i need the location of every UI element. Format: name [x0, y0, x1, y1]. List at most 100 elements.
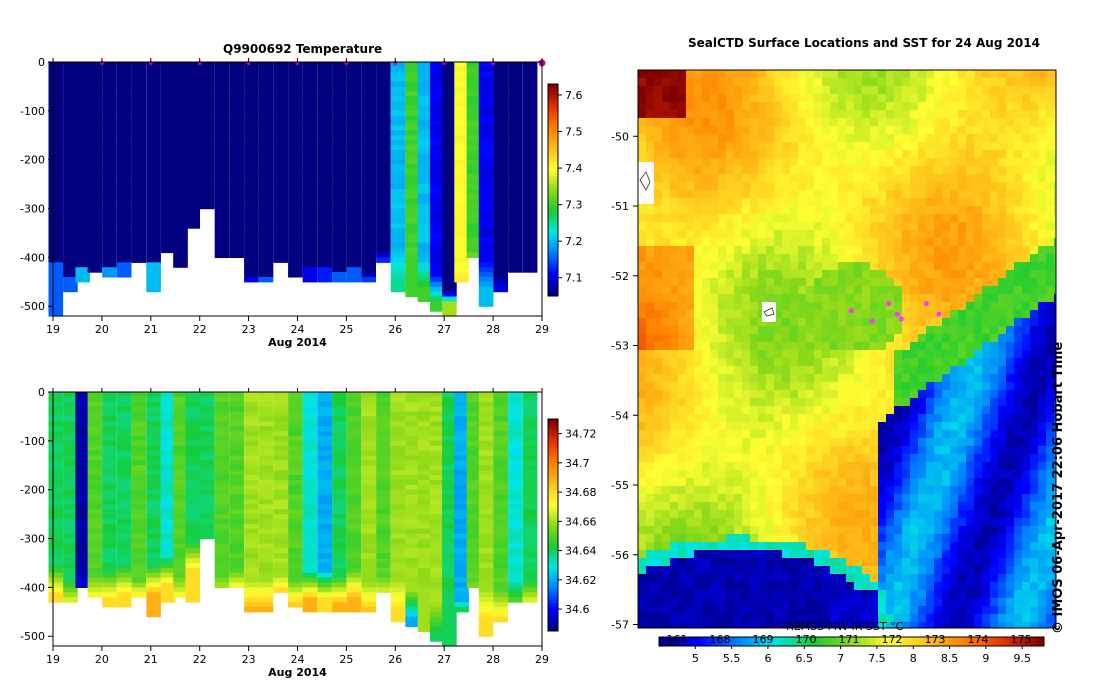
colorbar-segment [548, 250, 558, 255]
x-tick-label: 29 [535, 653, 549, 666]
colorbar-segment [548, 204, 558, 209]
colorbar-tick-label: 7.4 [565, 162, 583, 175]
colorbar-segment [755, 637, 761, 646]
colorbar-segment [548, 482, 558, 487]
colorbar-segment [813, 637, 819, 646]
x-tick-label: 28 [486, 653, 500, 666]
data-column [214, 62, 230, 258]
colorbar-segment [548, 182, 558, 187]
colorbar-segment [899, 637, 905, 646]
colorbar-segment [697, 637, 703, 646]
colorbar-segment [548, 228, 558, 233]
colorbar-segment [692, 637, 698, 646]
colorbar-tick-label: 7.3 [565, 199, 583, 212]
colorbar-segment [548, 616, 558, 621]
colorbar-segment [548, 532, 558, 537]
colorbar-segment [923, 637, 929, 646]
colorbar-segment [548, 260, 558, 265]
colorbar-segment [548, 457, 558, 462]
colorbar-segment [548, 585, 558, 590]
colorbar-tick-label: 34.6 [565, 603, 590, 616]
data-column [102, 392, 117, 608]
colorbar-minor-label: 173 [925, 633, 946, 646]
data-column [522, 62, 538, 273]
colorbar-minor-label: 161 [667, 633, 688, 646]
sst-map: -50 -51 -52 -53 -54 -55 -56 -57 [611, 69, 1057, 632]
colorbar-segment [548, 137, 558, 141]
colorbar-segment [687, 637, 694, 646]
colorbar-segment [548, 186, 558, 191]
colorbar-segment [548, 281, 558, 286]
colorbar-segment [986, 637, 992, 646]
colorbar-segment [947, 637, 954, 646]
data-column [478, 62, 494, 307]
colorbar-segment [548, 556, 558, 561]
colorbar-segment [817, 637, 824, 646]
colorbar-segment [548, 190, 558, 194]
colorbar-segment [548, 101, 558, 106]
y-tick-label: -300 [20, 533, 45, 546]
lat-tick-label: -54 [611, 409, 629, 422]
data-column [146, 62, 161, 293]
x-tick-label: 27 [437, 323, 451, 336]
y-tick-label: -100 [20, 435, 45, 448]
colorbar-segment [663, 637, 670, 646]
colorbar-tick-label: 7.5 [565, 126, 583, 139]
x-tick-label: 19 [46, 653, 60, 666]
colorbar-segment [837, 637, 843, 646]
colorbar-segment [548, 274, 558, 279]
colorbar-segment [548, 225, 558, 230]
data-column [493, 392, 508, 623]
lat-tick-label: -55 [611, 479, 629, 492]
data-column [442, 62, 457, 317]
colorbar-segment [1024, 637, 1031, 646]
colorbar-segment [548, 98, 558, 103]
colorbar-segment [548, 475, 558, 480]
temperature-colorbar: 7.1 7.2 7.3 7.4 7.5 7.6 [547, 83, 583, 297]
colorbar-segment [548, 285, 558, 290]
colorbar-segment [548, 553, 558, 558]
colorbar-segment [808, 637, 814, 646]
data-column [75, 62, 90, 283]
data-column [466, 392, 482, 588]
data-column [317, 392, 332, 613]
colorbar-segment [1019, 637, 1026, 646]
seal-position-marker [848, 308, 854, 314]
x-tick-label: 29 [535, 323, 549, 336]
seal-position-marker [923, 301, 929, 307]
colorbar-segment [673, 637, 679, 646]
x-tick-label: 25 [339, 323, 353, 336]
data-column [102, 62, 117, 278]
colorbar-tick-label: 34.68 [565, 486, 597, 499]
colorbar-segment [548, 525, 558, 529]
lat-tick-label: -51 [611, 200, 629, 213]
colorbar-segment [548, 200, 558, 205]
data-column [146, 392, 161, 618]
colorbar-segment [870, 637, 877, 646]
colorbar-segment [774, 637, 780, 646]
data-column [361, 392, 376, 613]
colorbar-segment [1000, 637, 1006, 646]
colorbar-segment [750, 637, 756, 646]
colorbar-segment [880, 637, 886, 646]
colorbar-segment [726, 637, 732, 646]
colorbar-tick-label: 6.5 [796, 652, 814, 665]
salinity-colorbar: 34.6 34.62 34.64 34.66 34.68 34.7 34.72 [547, 418, 597, 632]
colorbar-segment [548, 87, 558, 92]
colorbar-segment [841, 637, 848, 646]
colorbar-minor-label: 171 [839, 633, 860, 646]
colorbar-segment [548, 158, 558, 163]
colorbar-segment [1015, 637, 1021, 646]
colorbar-segment [548, 267, 558, 272]
colorbar-tick-label: 34.66 [565, 515, 597, 528]
y-tick-label: -500 [20, 300, 45, 313]
colorbar-segment [548, 151, 558, 156]
data-column [244, 392, 259, 613]
x-tick-label: 26 [388, 653, 402, 666]
colorbar-tick-label: 34.7 [565, 457, 590, 470]
colorbar-frame [547, 418, 559, 632]
data-column [508, 62, 523, 273]
colorbar-segment [548, 517, 558, 522]
colorbar-segment [548, 574, 558, 579]
colorbar-segment [707, 637, 713, 646]
